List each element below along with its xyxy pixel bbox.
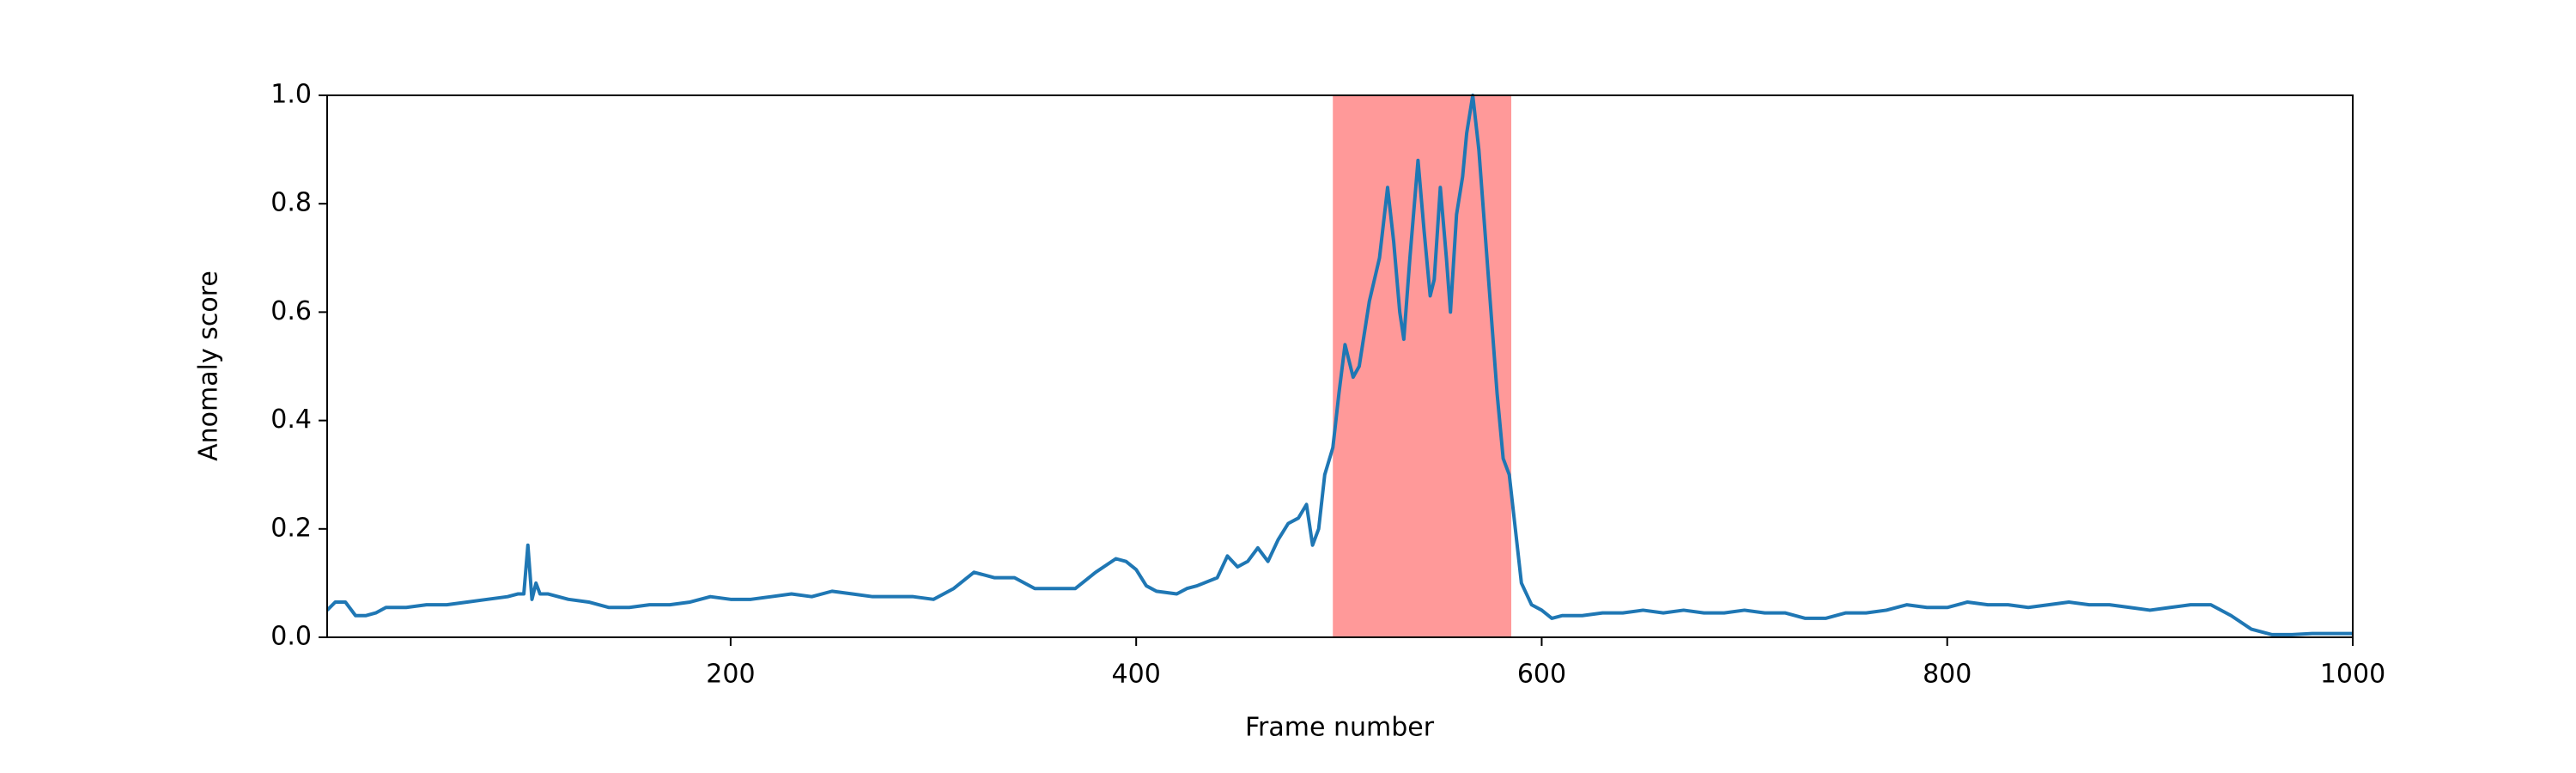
x-tick-label: 1000: [2320, 660, 2385, 690]
y-tick-label: 1.0: [270, 80, 312, 110]
y-tick-label: 0.6: [270, 296, 312, 326]
x-tick-label: 400: [1112, 660, 1161, 690]
y-tick-label: 0.2: [270, 513, 312, 543]
plot-frame: [326, 94, 2354, 638]
x-tick-label: 200: [706, 660, 755, 690]
x-tick-label: 600: [1517, 660, 1566, 690]
y-axis-label: Anomaly score: [194, 271, 224, 461]
x-tick-label: 800: [1923, 660, 1971, 690]
y-tick-label: 0.8: [270, 188, 312, 218]
y-tick-label: 0.4: [270, 405, 312, 435]
x-axis-label: Frame number: [1245, 713, 1435, 743]
data-line: [325, 94, 2353, 636]
y-tick-label: 0.0: [270, 622, 312, 652]
